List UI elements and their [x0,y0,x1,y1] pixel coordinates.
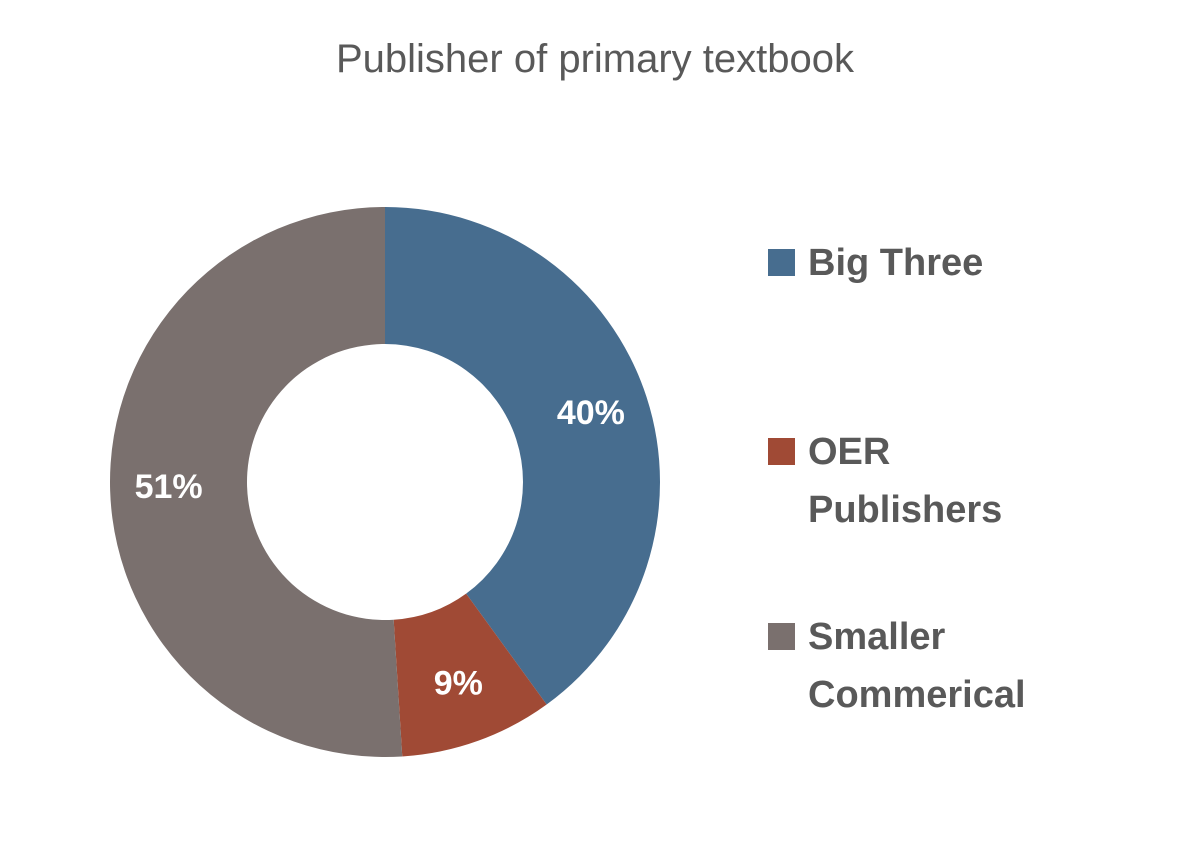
data-label: 51% [135,468,203,506]
donut-slice [109,207,403,758]
legend-swatch [768,623,795,650]
legend-item: Smaller Commerical [768,608,1026,724]
donut-slice [385,207,660,705]
legend-swatch [768,438,795,465]
legend-label: Big Three [808,242,984,284]
data-label: 40% [557,394,625,432]
legend-label: OER Publishers [808,431,1003,531]
legend-item: Big Three [768,234,1023,292]
data-label: 9% [434,665,483,703]
legend-item: OER Publishers [768,423,1023,539]
legend-swatch [768,249,795,276]
donut-slice [393,593,547,757]
chart-title: Publisher of primary textbook [336,37,855,81]
legend-label: Smaller Commerical [808,616,1026,716]
